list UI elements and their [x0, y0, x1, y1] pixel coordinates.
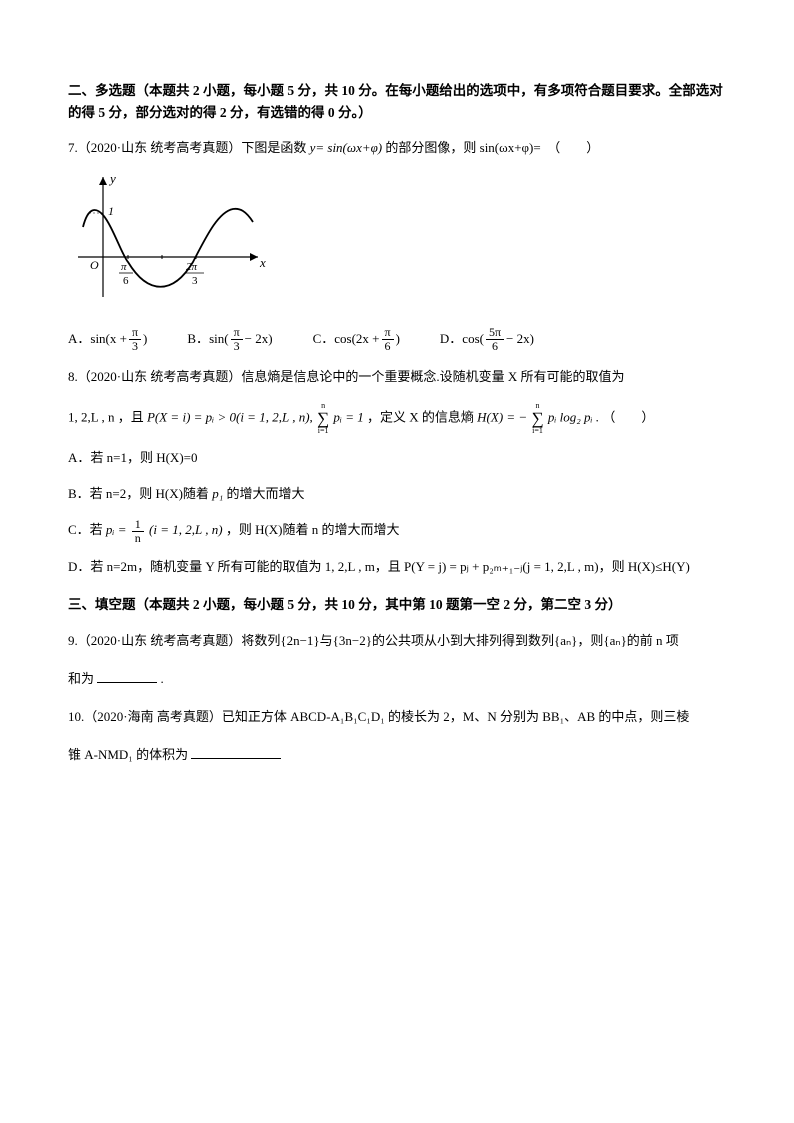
q8-line1: 8.（2020·山东 统考高考真题）信息熵是信息论中的一个重要概念.设随机变量 …	[68, 364, 726, 390]
q8-opt-c: C．若 pᵢ = 1n (i = 1, 2,L , n) ，则 H(X)随着 n…	[68, 517, 726, 544]
opt-text: )	[143, 329, 147, 350]
q9-line1: 9.（2020·山东 统考高考真题）将数列{2n−1}与{3n−2}的公共项从小…	[68, 628, 726, 654]
text: C．若	[68, 522, 106, 537]
fraction: π3	[129, 326, 141, 352]
math: pᵢ =	[106, 522, 130, 537]
svg-text:π: π	[121, 261, 127, 273]
q10-line1: 10.（2020·海南 高考真题）已知正方体 ABCD-A₁B₁C₁D₁ 的棱长…	[68, 704, 726, 730]
fraction: π3	[231, 326, 243, 352]
q10-line2: 锥 A-NMD₁ 的体积为	[68, 742, 726, 768]
q8-line2: 1, 2,L , n ，且 P(X = i) = pᵢ > 0(i = 1, 2…	[68, 402, 726, 435]
section3-header: 三、填空题（本题共 2 小题，每小题 5 分，共 10 分，其中第 10 题第一…	[68, 594, 726, 616]
opt-text: cos(	[462, 329, 484, 350]
q8-opt-a: A．若 n=1，则 H(X)=0	[68, 445, 726, 471]
section2-header: 二、多选题（本题共 2 小题，每小题 5 分，共 10 分。在每小题给出的选项中…	[68, 80, 726, 123]
svg-text:6: 6	[123, 275, 129, 287]
opt-text: cos(	[334, 329, 356, 350]
opt-text: − 2x	[245, 329, 269, 350]
text: .	[161, 671, 164, 686]
text: （ ）	[602, 410, 654, 425]
q9-line2: 和为 .	[68, 666, 726, 692]
math: P(X = i) = pᵢ > 0(i = 1, 2,L , n),	[147, 410, 316, 425]
q7-options: A． sin( x + π3 ) B． sin( π3 − 2x ) C． co…	[68, 326, 726, 352]
opt-label: D．	[440, 329, 462, 350]
opt-text: sin(	[90, 329, 110, 350]
svg-text:2π: 2π	[186, 261, 198, 273]
q7-func: y= sin(ωx+φ)	[310, 140, 383, 155]
opt-text: − 2x	[506, 329, 530, 350]
sum-icon: n ∑ i=1	[317, 402, 329, 435]
text: B．若 n=2，则 H(X)随着	[68, 486, 212, 501]
q7-opt-d: D． cos( 5π6 − 2x )	[440, 326, 534, 352]
math: pᵢ log₂ pᵢ .	[548, 410, 599, 425]
opt-text: 2x +	[356, 329, 380, 350]
svg-text:3: 3	[192, 275, 198, 287]
opt-text: )	[268, 329, 272, 350]
math: p₁	[212, 486, 223, 501]
q8-opt-b: B．若 n=2，则 H(X)随着 p₁ 的增大而增大	[68, 481, 726, 507]
text: 和为	[68, 671, 94, 686]
opt-label: A．	[68, 329, 90, 350]
opt-text: )	[530, 329, 534, 350]
math: H(X) = −	[477, 410, 527, 425]
graph-xlabel: x	[259, 255, 266, 270]
q7-stem: 7.（2020·山东 统考高考真题）下图是函数 y= sin(ωx+φ) 的部分…	[68, 135, 726, 161]
q7-opt-c: C． cos( 2x + π6 )	[313, 326, 400, 352]
q7-prefix: 7.（2020·山东 统考高考真题）下图是函数	[68, 140, 310, 155]
fill-blank[interactable]	[191, 745, 281, 759]
opt-label: B．	[187, 329, 209, 350]
opt-text: )	[396, 329, 400, 350]
fraction: π6	[382, 326, 394, 352]
q7-graph: 1 π 6 2π 3 x y O	[68, 167, 726, 314]
opt-text: sin(	[209, 329, 229, 350]
graph-label-1: 1	[108, 204, 114, 218]
q8-opt-d: D．若 n=2m，随机变量 Y 所有可能的取值为 1, 2,L , m，且 P(…	[68, 554, 726, 580]
opt-label: C．	[313, 329, 335, 350]
opt-text: x +	[110, 329, 127, 350]
text: 的增大而增大	[226, 486, 304, 501]
fraction: 1n	[132, 518, 144, 544]
math: (i = 1, 2,L , n)	[149, 522, 223, 537]
q7-opt-a: A． sin( x + π3 )	[68, 326, 147, 352]
text: 锥 A-NMD₁ 的体积为	[68, 747, 188, 762]
math: pᵢ = 1	[333, 410, 363, 425]
text: ，定义 X 的信息熵	[367, 410, 477, 425]
fill-blank[interactable]	[97, 669, 157, 683]
text: 1, 2,L , n ，且	[68, 410, 147, 425]
sum-icon: n ∑ i=1	[531, 402, 543, 435]
q7-mid: 的部分图像，则 sin(ωx+φ)= （ ）	[385, 140, 599, 155]
q7-opt-b: B． sin( π3 − 2x )	[187, 326, 272, 352]
fraction: 5π6	[486, 326, 504, 352]
graph-origin: O	[90, 258, 99, 272]
graph-ylabel: y	[108, 171, 116, 186]
text: ，则 H(X)随着 n 的增大而增大	[226, 522, 400, 537]
